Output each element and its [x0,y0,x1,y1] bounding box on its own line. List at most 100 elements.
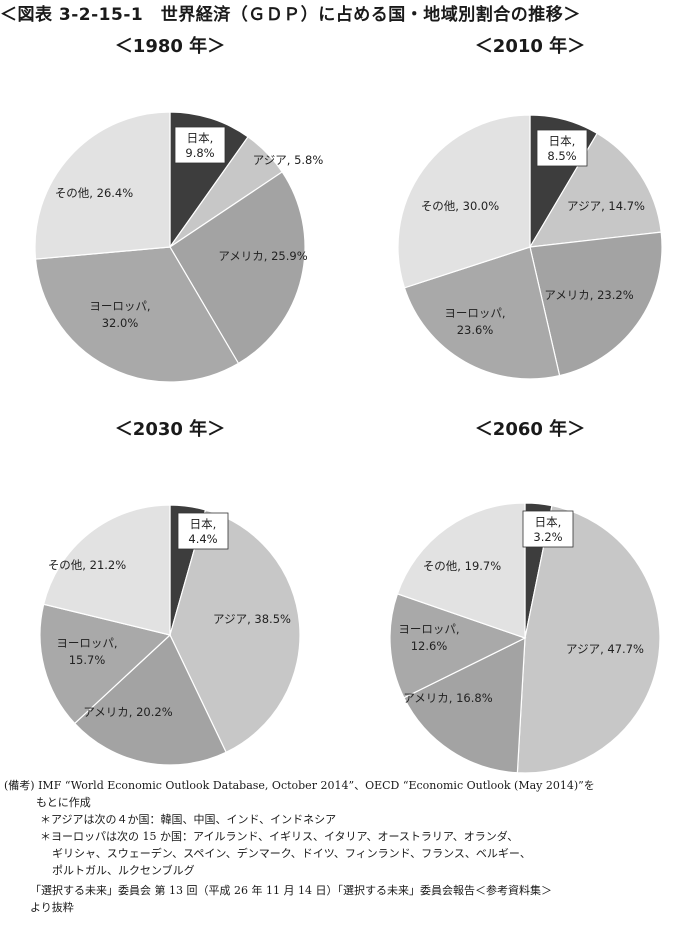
slice-value: 47.7% [607,642,644,656]
slice-label-japan: 日本,8.5% [536,129,588,167]
slice-label-other: その他, 30.0% [421,199,499,213]
chart-title: ＜2060 年＞ [474,419,586,440]
notes-line-8: より抜粋 [30,901,74,914]
pie-slice-europe [403,246,561,380]
slice-label-america: アメリカ, 20.2% [83,705,172,719]
slice-value: 12.6% [411,639,448,653]
label-box [536,129,588,167]
slice-label-asia: アジア, 38.5% [213,612,291,626]
slice-name: アメリカ, [218,249,271,263]
chart-title: ＜2030 年＞ [114,419,226,440]
svg-text:その他, 21.2%: その他, 21.2% [48,558,126,572]
svg-text:アジア, 5.8%: アジア, 5.8% [253,153,324,167]
slice-name: その他, [55,186,97,200]
svg-text:その他, 30.0%: その他, 30.0% [421,199,499,213]
slice-value: 16.8% [456,691,493,705]
slice-name: 日本, [535,515,562,529]
slice-name: ヨーロッパ, [444,306,505,320]
slice-label-japan: 日本,4.4% [177,512,229,550]
svg-text:アメリカ, 25.9%: アメリカ, 25.9% [218,249,307,263]
slice-value: 5.8% [294,153,323,167]
pie-slice-america [529,231,663,377]
slice-name: 日本, [549,134,576,148]
slice-name: アジア, [253,153,294,167]
slice-value: 15.7% [69,653,106,667]
notes-line-1: (備考) IMF “World Economic Outlook Databas… [4,779,595,792]
slice-value: 8.5% [547,149,576,163]
pie-slice-america [403,637,526,774]
slice-value: 19.7% [465,559,502,573]
svg-text:アジア, 38.5%: アジア, 38.5% [213,612,291,626]
slice-label-america: アメリカ, 16.8% [403,691,492,705]
slice-name: アメリカ, [403,691,456,705]
pie-svg: 日本,3.2% アジア, 47.7% アメリカ, 16.8% ヨーロッパ, 12.6% そ… [389,502,661,774]
slice-value: 30.0% [463,199,500,213]
label-box [174,126,226,164]
slice-value: 9.8% [185,146,214,160]
svg-text:アジア, 14.7%: アジア, 14.7% [567,199,645,213]
slice-label-europe: ヨーロッパ, 32.0% [89,299,150,330]
slice-name: アジア, [566,642,607,656]
svg-text:アジア, 47.7%: アジア, 47.7% [566,642,644,656]
slice-value: 23.2% [597,288,634,302]
pie-slice-asia [528,132,662,248]
notes-line-6: ポルトガル、ルクセンブルグ [52,864,195,877]
slice-label-america: アメリカ, 23.2% [544,288,633,302]
pie-svg: 日本,9.8% アジア, 5.8% アメリカ, 25.9% ヨーロッパ, 32.0% その… [34,111,323,383]
slice-label-japan: 日本,3.2% [522,510,574,548]
pie-slice-america [73,634,227,766]
slice-value: 23.6% [457,323,494,337]
notes-line-5: ギリシャ、スウェーデン、スペイン、デンマーク、ドイツ、フィンランド、フランス、ベ… [52,847,531,860]
slice-name: その他, [423,559,465,573]
svg-text:その他, 26.4%: その他, 26.4% [55,186,133,200]
slice-name: その他, [48,558,90,572]
pie-slice-other [396,502,526,639]
slice-label-other: その他, 19.7% [423,559,501,573]
slice-label-europe: ヨーロッパ, 23.6% [444,306,505,337]
slice-label-asia: アジア, 47.7% [566,642,644,656]
slice-label-asia: アジア, 14.7% [567,199,645,213]
slice-value: 3.2% [533,530,562,544]
label-box [522,510,574,548]
slice-name: アジア, [567,199,608,213]
slice-value: 38.5% [254,612,291,626]
slice-value: 20.2% [136,705,173,719]
slice-label-other: その他, 26.4% [55,186,133,200]
chart-title: ＜1980 年＞ [114,36,226,57]
slice-label-asia: アジア, 5.8% [253,153,324,167]
svg-text:その他, 19.7%: その他, 19.7% [423,559,501,573]
svg-text:アメリカ, 20.2%: アメリカ, 20.2% [83,705,172,719]
slice-value: 25.9% [271,249,308,263]
notes-line-2: もとに作成 [36,796,91,809]
pie-slice-other [397,114,531,289]
slice-name: アメリカ, [83,705,136,719]
pie-chart-2010: ＜2010 年＞ 日本, 8.5% アジア, 14.7% アメリカ, 23.2% ヨーロ… [380,32,680,392]
pie-slice-other [34,111,171,260]
pie-slice-other [42,504,171,636]
slice-name: 日本, [187,131,214,145]
pie-svg: 日本,4.4% アジア, 38.5% アメリカ, 20.2% ヨーロッパ, 15.7% そ… [39,504,301,766]
slice-label-europe: ヨーロッパ, 12.6% [398,622,459,653]
slice-label-europe: ヨーロッパ, 15.7% [56,636,117,667]
slice-value: 32.0% [102,316,139,330]
figure-title: ＜図表 3-2-15-1 世界経済（ＧＤＰ）に占める国・地域別割合の推移＞ [0,5,581,25]
pie-svg: 日本,8.5% アジア, 14.7% アメリカ, 23.2% ヨーロッパ, 23.6% そ… [397,114,663,380]
label-box [177,512,229,550]
pie-slice-asia [516,505,661,774]
pie-chart-1980: ＜1980 年＞ 日本, 9.8% アジア, 5.8% アメリカ, 25.9% ヨーロッ… [20,32,323,383]
slice-name: ヨーロッパ, [398,622,459,636]
pie-slice-america [169,171,306,365]
pie-slice-asia [169,509,301,754]
chart-title: ＜2010 年＞ [474,36,586,57]
slice-label-other: その他, 21.2% [48,558,126,572]
pie-chart-2030: ＜2030 年＞ 日本, 4.4% アジア, 38.5% アメリカ, 20.2% ヨーロ… [20,415,320,775]
slice-value: 21.2% [90,558,127,572]
slice-name: 日本, [190,517,217,531]
slice-name: アメリカ, [544,288,597,302]
slice-value: 14.7% [608,199,645,213]
pie-chart-2060: ＜2060 年＞ 日本, 3.2% アジア, 47.7% アメリカ, 16.8% ヨーロ… [380,415,680,775]
pie-slice-europe [39,603,172,725]
slice-name: ヨーロッパ, [89,299,150,313]
notes-line-3: ＊アジアは次の４か国：韓国、中国、インド、インドネシア [40,813,337,826]
slice-name: アジア, [213,612,254,626]
